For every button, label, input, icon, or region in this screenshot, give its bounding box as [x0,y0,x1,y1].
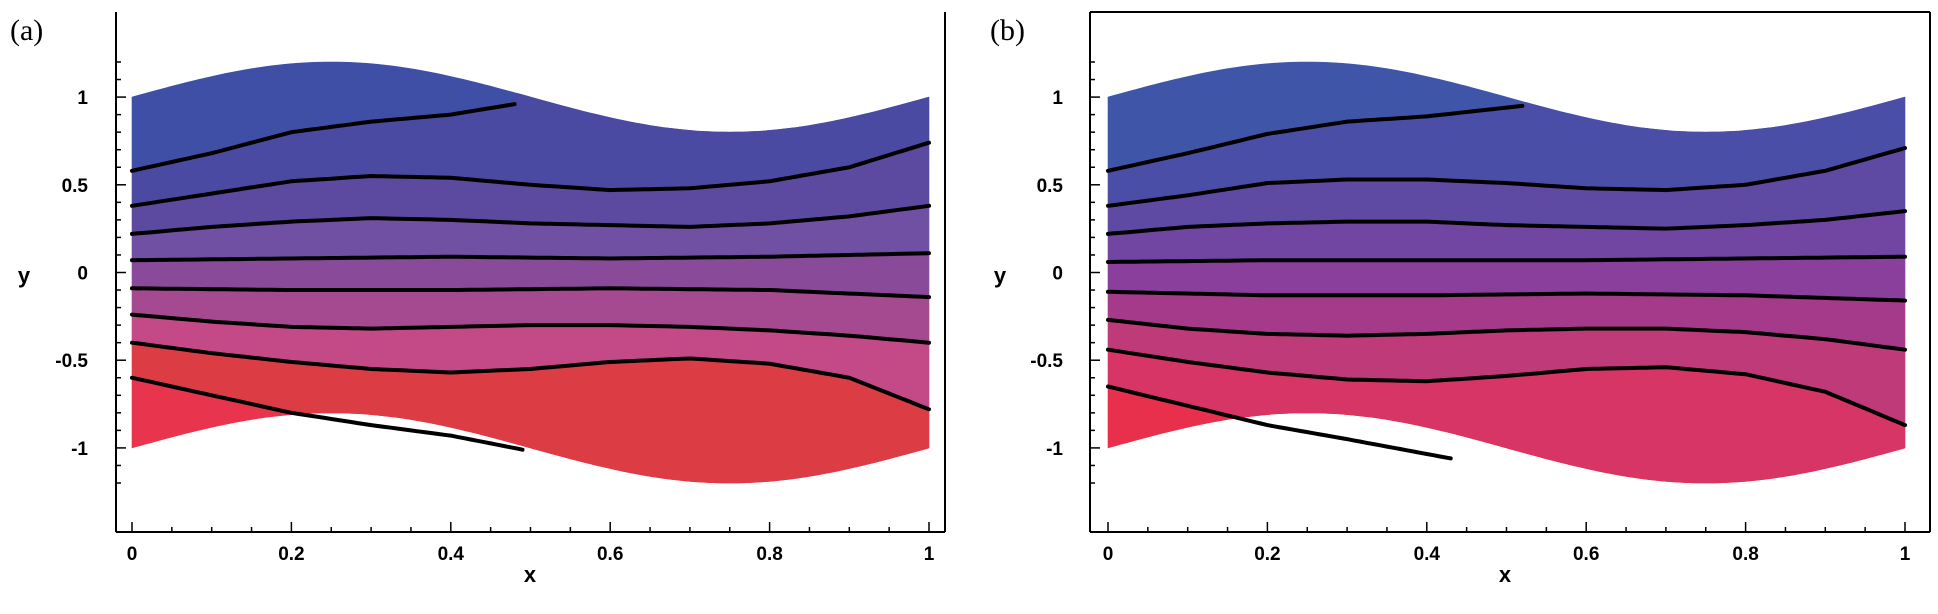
x-tick-label: 0.2 [278,544,304,565]
y-tick-label: -1 [1046,439,1063,460]
contour-line [1106,209,1907,236]
y-tick-label: 1 [1052,88,1063,109]
contour-line [130,312,931,345]
y-tick-label: -0.5 [1030,351,1063,372]
panel-label: (a) [10,14,43,47]
x-tick-label: 1 [924,544,935,565]
contour-line [1106,146,1907,208]
x-tick-label: 0.6 [597,544,623,565]
contour-bands [131,61,930,484]
y-tick-label: -0.5 [55,351,88,372]
x-tick-label: 0.6 [1573,544,1599,565]
x-tick-label: 0.8 [1732,544,1758,565]
x-tick-label: 0.4 [438,544,465,565]
y-tick-label: 0 [1052,264,1063,285]
panel-a: 0 0.2 0.4 0.6 0.8 1 1 0.5 0 -0.5 -1 x y (a) [10,12,946,587]
contour-line [130,251,931,263]
contour-band [1107,386,1906,484]
x-tick-label: 0.2 [1254,544,1280,565]
contour-band [131,377,930,484]
contour-lines [130,102,931,452]
contour-line [130,140,931,208]
x-axis-label: x [524,562,537,587]
x-tick-label: 0 [1103,544,1114,565]
y-tick-label: 0.5 [1037,176,1064,197]
y-tick-label: 0 [77,264,88,285]
contour-line [130,102,517,173]
contour-bands [1107,61,1906,484]
contour-line [1106,254,1907,264]
contour-line [130,340,931,412]
contour-line [1106,384,1453,461]
contour-line [130,203,931,236]
contour-line [1106,103,1525,173]
x-tick-label: 0 [127,544,138,565]
contour-line [1106,317,1907,352]
y-axis-label: y [994,263,1007,288]
x-axis-label: x [1499,562,1512,587]
x-tick-label: 1 [1900,544,1911,565]
x-tick-label: 0.4 [1414,544,1441,565]
contour-line [130,375,525,452]
panel-b: 0 0.2 0.4 0.6 0.8 1 1 0.5 0 -0.5 -1 x y (b) [990,11,1931,587]
y-tick-label: -1 [71,439,88,460]
panel-label: (b) [990,14,1025,47]
x-tick-label: 0.8 [756,544,782,565]
contour-line [130,286,931,300]
contour-line [1106,289,1907,303]
y-tick-label: 0.5 [62,176,89,197]
y-tick-label: 1 [77,88,88,109]
contour-line [1106,347,1907,428]
contour-lines [1106,103,1907,461]
y-axis-label: y [18,263,31,288]
